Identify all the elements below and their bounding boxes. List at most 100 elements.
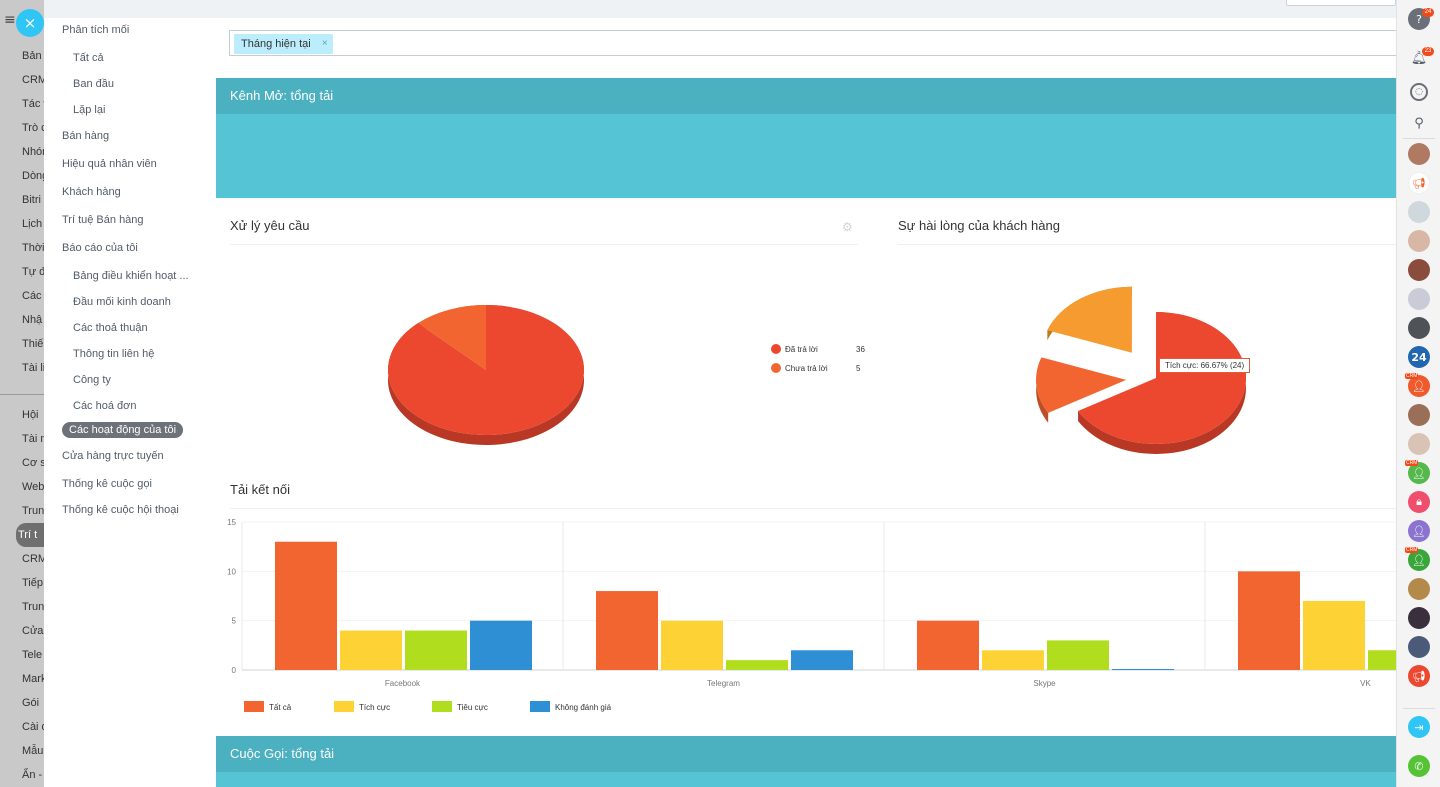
load-bar-chart: 0 5 10 15 Facebook Telegram Skype VK <box>227 518 1396 688</box>
left-menu-item[interactable]: Bảng điều khiển hoạt ... <box>73 270 189 282</box>
left-menu-item[interactable]: Thống kê cuộc gọi <box>62 478 152 490</box>
avatar[interactable] <box>1408 317 1430 339</box>
background-menu-item: Cửa <box>22 625 44 637</box>
bar-3-1[interactable] <box>1303 600 1365 670</box>
avatar[interactable] <box>1408 259 1430 281</box>
left-menu-item[interactable]: Bán hàng <box>62 130 110 142</box>
legend-dot <box>771 363 781 373</box>
bar-2-0[interactable] <box>917 620 979 670</box>
left-menu-item[interactable]: Báo cáo của tôi <box>62 242 138 254</box>
chat-icon[interactable]: ◌ <box>1410 83 1428 101</box>
right-bar-divider <box>1403 708 1435 709</box>
x-category-label: Facebook <box>385 679 421 688</box>
crm-tag: CRM <box>1405 373 1419 379</box>
left-menu-item[interactable]: Hiệu quả nhân viên <box>62 158 157 170</box>
crm-contact-icon[interactable]: 👤︎ <box>1408 462 1430 484</box>
legend-label: Chưa trả lời <box>785 364 828 373</box>
bar-2-2[interactable] <box>1047 640 1109 670</box>
phone-icon[interactable]: ✆ <box>1408 755 1430 777</box>
menu-icon[interactable]: ≡ <box>4 12 16 28</box>
pie-slice-answered[interactable] <box>387 305 584 435</box>
open-channels-body <box>216 114 1396 198</box>
left-menu-item[interactable]: Thống kê cuộc hội thoại <box>62 504 179 516</box>
left-menu-item[interactable]: Phân tích mối <box>62 24 130 36</box>
bitrix24-icon[interactable]: 24 <box>1408 346 1430 368</box>
top-control[interactable] <box>1286 0 1396 6</box>
bar-2-1[interactable] <box>982 650 1044 670</box>
avatar[interactable] <box>1408 607 1430 629</box>
background-menu-item: Thời <box>22 242 44 254</box>
left-menu-item[interactable]: Tất cả <box>73 52 104 64</box>
left-menu-item[interactable]: Lặp lại <box>73 104 106 116</box>
bar-1-2[interactable] <box>726 660 788 670</box>
avatar[interactable] <box>1408 433 1430 455</box>
background-app-sidebar: ≡ Bản CRM Tác v Trò c Nhóm Dòng Bitri Lịch Thời T… <box>0 0 44 787</box>
bar-legend-swatch <box>432 701 452 712</box>
left-menu-item[interactable]: Thông tin liên hệ <box>73 348 155 360</box>
legend-label: Đã trả lời <box>785 345 818 354</box>
bar-1-3[interactable] <box>791 650 853 670</box>
pie-slice-other-2[interactable] <box>1047 286 1132 353</box>
avatar[interactable] <box>1408 288 1430 310</box>
legend-value: 36 <box>856 345 865 354</box>
bar-2-3[interactable] <box>1112 669 1174 670</box>
user-icon[interactable]: 👤︎ <box>1408 520 1430 542</box>
avatar[interactable] <box>1408 201 1430 223</box>
megaphone-icon[interactable]: 📢︎ <box>1408 665 1430 687</box>
left-menu-item[interactable]: Các hoạt động của tôi <box>62 422 184 438</box>
background-menu-item: Tác v <box>22 98 44 110</box>
left-menu-item[interactable]: Các thoả thuận <box>73 322 148 334</box>
open-channels-header: Kênh Mở: tổng tải <box>216 78 1396 114</box>
left-menu-item[interactable]: Trí tuệ Bán hàng <box>62 214 144 226</box>
chip-remove-icon[interactable]: × <box>321 38 328 49</box>
bar-legend-swatch <box>244 701 264 712</box>
left-menu-item[interactable]: Công ty <box>73 374 111 386</box>
left-menu-item[interactable]: Ban đầu <box>73 78 114 90</box>
bar-0-3[interactable] <box>470 620 532 670</box>
crm-contact-icon[interactable]: 👤︎ <box>1408 375 1430 397</box>
bar-0-0[interactable] <box>275 541 337 670</box>
close-slider-button[interactable]: × <box>16 9 44 37</box>
notify-badge: 23 <box>1422 47 1434 56</box>
background-menu-item: Trun <box>22 601 44 613</box>
bar-1-0[interactable] <box>596 591 658 670</box>
period-filter[interactable]: Tháng hiện tại × <box>229 30 1409 56</box>
search-icon[interactable]: ⚲ <box>1414 115 1424 131</box>
bar-legend-label: Không đánh giá <box>555 703 612 712</box>
pie-slice-positive[interactable] <box>1078 312 1246 444</box>
megaphone-icon[interactable]: 📢︎ <box>1408 172 1430 194</box>
bar-0-1[interactable] <box>340 630 402 670</box>
background-menu-item: Mẫu <box>22 745 44 757</box>
bar-legend-swatch <box>530 701 550 712</box>
bar-legend-label: Tất cả <box>269 703 292 712</box>
left-menu-item[interactable]: Khách hàng <box>62 186 121 198</box>
crm-contact-icon[interactable]: 👤︎ <box>1408 549 1430 571</box>
gear-icon[interactable]: ⚙ <box>842 220 853 234</box>
pie-slice-other[interactable] <box>1036 357 1127 413</box>
avatar[interactable] <box>1408 404 1430 426</box>
left-menu-item[interactable]: Cửa hàng trực tuyến <box>62 450 164 462</box>
y-tick-label: 5 <box>232 617 237 626</box>
avatar[interactable] <box>1408 578 1430 600</box>
avatar[interactable] <box>1408 143 1430 165</box>
lock-icon[interactable]: 🔒︎ <box>1408 491 1430 513</box>
pie-slice-unanswered[interactable] <box>418 305 486 370</box>
bar-0-2[interactable] <box>405 630 467 670</box>
right-bar-divider <box>1403 138 1435 139</box>
background-menu-item: Cơ s <box>22 457 44 469</box>
open-lines-icon[interactable]: ⇥ <box>1408 716 1430 738</box>
bar-3-0[interactable] <box>1238 571 1300 670</box>
avatar[interactable] <box>1408 636 1430 658</box>
legend-dot <box>771 344 781 354</box>
background-menu-item: Web <box>22 481 44 493</box>
satisfaction-widget-title: Sự hài lòng của khách hàng <box>898 218 1060 233</box>
filter-chip[interactable]: Tháng hiện tại × <box>234 34 333 54</box>
bar-3-2[interactable] <box>1368 650 1396 670</box>
left-menu-item[interactable]: Đầu mối kinh doanh <box>73 296 171 308</box>
crm-tag: CRM <box>1405 547 1419 553</box>
requests-widget-title: Xử lý yêu cầu <box>230 218 310 233</box>
background-menu-item: Hội <box>22 409 39 421</box>
left-menu-item[interactable]: Các hoá đơn <box>73 400 137 412</box>
avatar[interactable] <box>1408 230 1430 252</box>
bar-1-1[interactable] <box>661 620 723 670</box>
